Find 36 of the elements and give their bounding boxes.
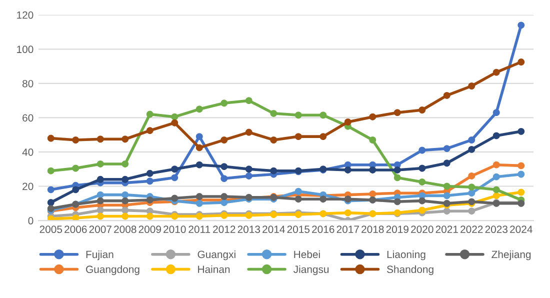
legend-label: Liaoning xyxy=(387,250,426,260)
x-tick-label: 2008 xyxy=(114,226,136,234)
legend-label: Hainan xyxy=(198,265,230,274)
x-tick-label: 2019 xyxy=(386,226,408,234)
x-tick-label: 2005 xyxy=(40,226,62,234)
legend-label: Hebei xyxy=(294,250,320,258)
legend-label: Shandong xyxy=(387,265,434,276)
x-tick-label: 2020 xyxy=(411,226,434,234)
y-tick-label: 40 xyxy=(22,148,34,156)
x-tick-label: 2013 xyxy=(238,226,260,234)
legend-label: Guangdong xyxy=(86,265,140,276)
x-tick-label: 2018 xyxy=(362,226,384,234)
x-tick-label: 2007 xyxy=(89,226,112,234)
x-tick-label: 2006 xyxy=(64,226,87,234)
legend-label: Fujian xyxy=(86,250,114,260)
x-tick-label: 2016 xyxy=(312,226,334,234)
y-tick-label: 100 xyxy=(17,46,34,54)
x-tick-label: 2024 xyxy=(510,226,532,234)
x-tick-label: 2022 xyxy=(460,226,483,234)
legend-label: Zhejiang xyxy=(492,250,531,260)
x-tick-label: 2014 xyxy=(262,226,285,234)
legend-label: Guangxi xyxy=(198,250,236,260)
x-tick-label: 2017 xyxy=(336,226,359,234)
y-tick-label: 60 xyxy=(22,114,34,122)
x-tick-label: 2009 xyxy=(138,226,161,234)
y-tick-label: 80 xyxy=(22,80,34,88)
y-tick-label: 20 xyxy=(22,182,34,190)
x-tick-label: 2011 xyxy=(188,226,210,234)
x-tick-label: 2015 xyxy=(287,226,310,234)
x-tick-label: 2010 xyxy=(164,226,186,234)
legend-label: Jiangsu xyxy=(294,265,329,276)
x-tick-label: 2021 xyxy=(436,226,458,234)
y-tick-label: 0 xyxy=(28,217,34,224)
x-tick-label: 2023 xyxy=(485,226,508,234)
y-tick-label: 120 xyxy=(17,11,34,19)
x-tick-label: 2012 xyxy=(213,226,236,234)
